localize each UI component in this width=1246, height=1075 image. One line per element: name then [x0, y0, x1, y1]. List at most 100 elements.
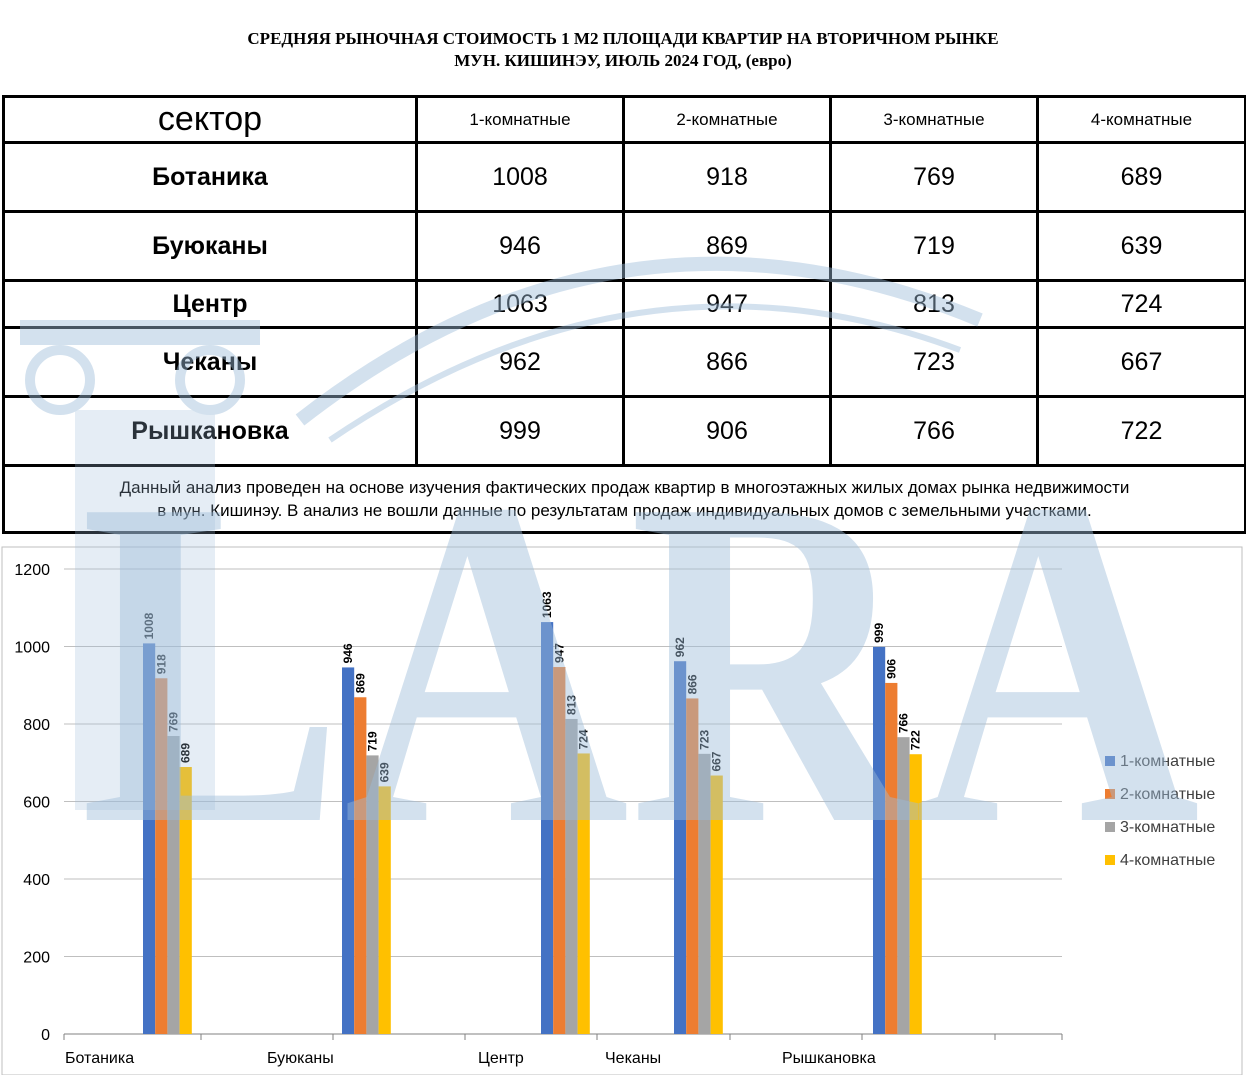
y-tick-label: 800 — [23, 717, 50, 734]
bar — [885, 682, 898, 1034]
y-tick-label: 200 — [23, 950, 50, 967]
legend-swatch — [1105, 756, 1115, 766]
sector-name: Центр — [2, 279, 418, 329]
price-cell: 667 — [1036, 326, 1246, 398]
legend-swatch — [1105, 855, 1115, 865]
data-label: 947 — [552, 643, 566, 663]
y-tick-label: 1200 — [14, 562, 50, 579]
bar — [354, 697, 367, 1034]
data-label: 906 — [884, 659, 898, 679]
legend-label: 4-комнатные — [1120, 852, 1215, 869]
table-header-row: сектор 1-комнатные 2-комнатные 3-комнатн… — [2, 95, 1246, 144]
chart-bars — [143, 622, 922, 1034]
bar — [897, 737, 910, 1034]
bar — [378, 786, 391, 1034]
price-cell: 722 — [1036, 395, 1246, 467]
legend-label: 3-комнатные — [1120, 819, 1215, 836]
y-tick-label: 1000 — [14, 640, 50, 657]
bar — [342, 667, 355, 1034]
data-label: 999 — [872, 623, 886, 643]
table-row: Ботаника 1008 918 769 689 — [2, 141, 1246, 213]
price-cell: 719 — [829, 210, 1039, 282]
price-cell: 906 — [622, 395, 832, 467]
bar — [710, 775, 723, 1034]
x-tick-label: Буюканы — [267, 1050, 334, 1067]
chart-legend: 1-комнатные 2-комнатные 3-комнатные 4-комна… — [1105, 753, 1215, 869]
header-1-room: 1-комнатные — [415, 95, 625, 144]
data-label: 869 — [353, 673, 367, 693]
chart-border — [1, 546, 1243, 1075]
data-label: 689 — [179, 743, 193, 763]
title-line-1: СРЕДНЯЯ РЫНОЧНАЯ СТОИМОСТЬ 1 М2 ПЛОЩАДИ … — [247, 29, 999, 48]
x-tick-label: Центр — [478, 1050, 524, 1067]
bar-chart: 0 200 400 600 800 1000 1200 1008 918 769 689 946 86… — [1, 546, 1243, 1075]
header-2-room: 2-комнатные — [622, 95, 832, 144]
bar — [179, 767, 192, 1034]
y-tick-label: 400 — [23, 872, 50, 889]
legend-label: 1-комнатные — [1120, 753, 1215, 770]
y-tick-label: 0 — [41, 1027, 50, 1044]
data-label: 724 — [577, 729, 591, 749]
data-label: 1063 — [540, 591, 554, 618]
table-row: Чеканы 962 866 723 667 — [2, 326, 1246, 398]
bar — [674, 661, 687, 1034]
price-cell: 766 — [829, 395, 1039, 467]
x-axis-tick-labels: Ботаника Буюканы Центр Чеканы Рышкановка — [65, 1050, 876, 1067]
price-cell: 639 — [1036, 210, 1246, 282]
bar — [143, 643, 156, 1034]
x-tick-label: Чеканы — [605, 1050, 661, 1067]
sector-name: Буюканы — [2, 210, 418, 282]
title-line-2: МУН. КИШИНЭУ, ИЮЛЬ 2024 ГОД, (евро) — [454, 51, 792, 70]
price-cell: 962 — [415, 326, 625, 398]
bar — [541, 622, 554, 1034]
price-cell: 1008 — [415, 141, 625, 213]
price-cell: 999 — [415, 395, 625, 467]
price-cell: 918 — [622, 141, 832, 213]
y-axis-tick-labels: 0 200 400 600 800 1000 1200 — [14, 562, 50, 1044]
note-row: Данный анализ проведен на основе изучени… — [2, 464, 1246, 534]
data-label: 866 — [685, 674, 699, 694]
price-cell: 947 — [622, 279, 832, 329]
bar — [366, 755, 379, 1034]
sector-name: Рышкановка — [2, 395, 418, 467]
data-label: 918 — [154, 654, 168, 674]
bar — [686, 698, 699, 1034]
price-cell: 946 — [415, 210, 625, 282]
data-label: 813 — [565, 695, 579, 715]
table-row: Рышкановка 999 906 766 722 — [2, 395, 1246, 467]
bar — [155, 678, 168, 1034]
table-row: Буюканы 946 869 719 639 — [2, 210, 1246, 282]
data-label: 769 — [167, 712, 181, 732]
header-3-room: 3-комнатные — [829, 95, 1039, 144]
data-label: 766 — [897, 713, 911, 733]
bar — [698, 753, 711, 1034]
bar — [909, 754, 922, 1034]
table-row: Центр 1063 947 813 724 — [2, 279, 1246, 329]
price-cell: 813 — [829, 279, 1039, 329]
note-line-2: в мун. Кишинэу. В анализ не вошли данные… — [157, 501, 1092, 520]
price-table: сектор 1-комнатные 2-комнатные 3-комнатн… — [2, 95, 1246, 534]
x-tick-label: Рышкановка — [782, 1050, 876, 1067]
header-sector: сектор — [2, 95, 418, 144]
bar — [553, 667, 566, 1034]
price-cell: 866 — [622, 326, 832, 398]
sector-name: Чеканы — [2, 326, 418, 398]
bar — [577, 753, 590, 1034]
price-cell: 723 — [829, 326, 1039, 398]
data-label: 723 — [698, 729, 712, 749]
analysis-note: Данный анализ проведен на основе изучени… — [2, 464, 1246, 534]
sector-name: Ботаника — [2, 141, 418, 213]
data-label: 667 — [710, 751, 724, 771]
bar — [565, 718, 578, 1034]
note-line-1: Данный анализ проведен на основе изучени… — [119, 478, 1130, 497]
chart-data-labels: 1008 918 769 689 946 869 719 639 1063 947 813 724 96… — [142, 591, 923, 782]
legend-swatch — [1105, 789, 1115, 799]
header-4-room: 4-комнатные — [1036, 95, 1246, 144]
data-label: 719 — [366, 731, 380, 751]
bar — [873, 646, 886, 1034]
y-tick-label: 600 — [23, 795, 50, 812]
page-title: СРЕДНЯЯ РЫНОЧНАЯ СТОИМОСТЬ 1 М2 ПЛОЩАДИ … — [0, 28, 1246, 72]
price-cell: 724 — [1036, 279, 1246, 329]
data-label: 639 — [378, 762, 392, 782]
bar — [167, 736, 180, 1034]
